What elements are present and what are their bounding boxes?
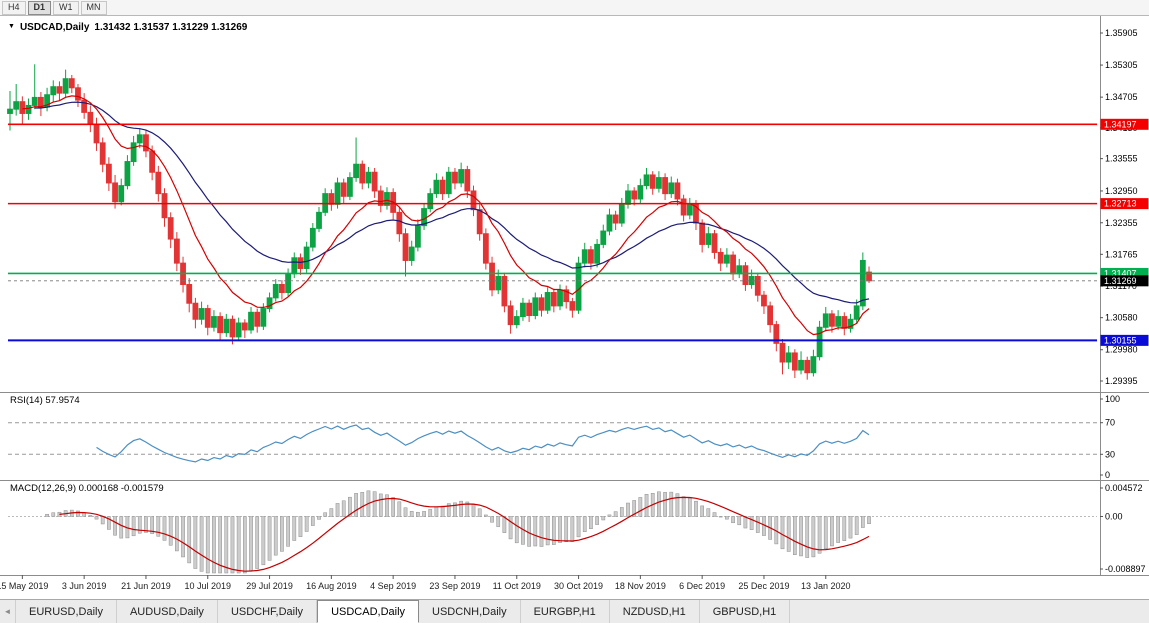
- macd-indicator-label: MACD(12,26,9) 0.000168 -0.001579: [10, 483, 164, 494]
- chart-symbol-label: USDCAD,Daily: [19, 22, 90, 33]
- macd-signal-line: [59, 496, 870, 572]
- price-axis-label: 1.35905: [1105, 28, 1138, 38]
- price-axis-label: 1.31765: [1105, 249, 1138, 259]
- time-axis-label: 4 Sep 2019: [370, 581, 416, 591]
- price-tag-1.34197: 1.34197: [1100, 118, 1149, 130]
- price-axis-label: 1.29980: [1105, 345, 1138, 355]
- time-axis-label: 30 Oct 2019: [554, 581, 603, 591]
- chart-title: ▼ USDCAD,Daily 1.31432 1.31537 1.31229 1…: [8, 22, 247, 33]
- price-axis-label: 1.32950: [1105, 186, 1138, 196]
- symbol-marker-icon: ▼: [8, 23, 15, 30]
- svg-text:1.34197: 1.34197: [1104, 119, 1137, 129]
- tab-gbpusd-h1[interactable]: GBPUSD,H1: [700, 600, 791, 623]
- time-axis-label: 10 Jul 2019: [184, 581, 231, 591]
- price-tag-1.32713: 1.32713: [1100, 198, 1149, 210]
- chart-ohlc-quotes: 1.31432 1.31537 1.31229 1.31269: [94, 22, 248, 33]
- time-axis-label: 15 May 2019: [0, 581, 48, 591]
- price-tag-1.30155: 1.30155: [1100, 334, 1149, 346]
- tab-usdchf-daily[interactable]: USDCHF,Daily: [218, 600, 318, 623]
- ma-slow-line: [34, 101, 870, 304]
- price-axis-label: 1.33555: [1105, 154, 1138, 164]
- time-axis-label: 13 Jan 2020: [801, 581, 851, 591]
- rsi-indicator-label: RSI(14) 57.9574: [10, 395, 80, 406]
- timeframe-button-d1[interactable]: D1: [27, 0, 52, 15]
- tab-usdcad-daily[interactable]: USDCAD,Daily: [317, 600, 420, 623]
- rsi-axis-label: 30: [1105, 449, 1115, 459]
- time-axis-label: 16 Aug 2019: [306, 581, 357, 591]
- timeframe-toolbar: H4 D1 W1 MN: [0, 0, 1149, 16]
- macd-histogram: [45, 490, 871, 574]
- price-axis-label: 1.32355: [1105, 218, 1138, 228]
- price-axis-label: 1.29395: [1105, 376, 1138, 386]
- price-axis-label: 1.30580: [1105, 313, 1138, 323]
- time-axis-label: 18 Nov 2019: [615, 581, 666, 591]
- time-axis-label: 29 Jul 2019: [246, 581, 293, 591]
- time-axis-label: 3 Jun 2019: [62, 581, 107, 591]
- time-axis-label: 6 Dec 2019: [679, 581, 725, 591]
- time-axis-label: 21 Jun 2019: [121, 581, 171, 591]
- time-axis-label: 25 Dec 2019: [738, 581, 789, 591]
- rsi-axis: 100 70 30 0: [1100, 394, 1120, 480]
- macd-axis-label: 0.00: [1105, 512, 1123, 522]
- tab-eurgbp-h1[interactable]: EURGBP,H1: [521, 600, 610, 623]
- time-axis-label: 11 Oct 2019: [493, 581, 541, 591]
- svg-text:1.30155: 1.30155: [1104, 335, 1137, 345]
- macd-axis: 0.004572 0.00 -0.008897: [1100, 483, 1146, 574]
- tab-usdcnh-daily[interactable]: USDCNH,Daily: [419, 600, 521, 623]
- rsi-line: [96, 424, 870, 463]
- macd-axis-label: -0.008897: [1105, 564, 1146, 574]
- current-price-tag: 1.31269: [1100, 275, 1149, 287]
- macd-axis-label: 0.004572: [1105, 483, 1143, 493]
- time-axis: 15 May 2019 3 Jun 2019 21 Jun 2019 10 Jul 2…: [0, 575, 851, 591]
- svg-text:1.31407: 1.31407: [1104, 268, 1137, 278]
- tab-audusd-daily[interactable]: AUDUSD,Daily: [117, 600, 218, 623]
- timeframe-button-mn[interactable]: MN: [80, 0, 107, 15]
- tab-nzdusd-h1[interactable]: NZDUSD,H1: [610, 600, 700, 623]
- rsi-axis-label: 100: [1105, 394, 1120, 404]
- time-axis-label: 23 Sep 2019: [429, 581, 480, 591]
- price-axis-label: 1.34705: [1105, 92, 1138, 102]
- price-axis-label: 1.35305: [1105, 60, 1138, 70]
- chart-canvas[interactable]: 1.359051.353051.347051.341301.335551.329…: [0, 0, 1149, 600]
- timeframe-button-w1[interactable]: W1: [53, 0, 79, 15]
- rsi-axis-label: 0: [1105, 470, 1110, 480]
- panel-borders: [0, 16, 1149, 576]
- price-tag-1.31407: 1.31407: [1100, 267, 1149, 279]
- svg-text:1.32713: 1.32713: [1104, 199, 1137, 209]
- tab-scroll-left-icon[interactable]: ◄: [0, 600, 16, 623]
- rsi-axis-label: 70: [1105, 418, 1115, 428]
- candlestick-series: [7, 64, 872, 380]
- tab-eurusd-daily[interactable]: EURUSD,Daily: [16, 600, 117, 623]
- ma-fast-line: [22, 95, 870, 336]
- timeframe-button-h4[interactable]: H4: [2, 0, 26, 15]
- chart-tab-bar: ◄ EURUSD,Daily AUDUSD,Daily USDCHF,Daily US…: [0, 599, 1149, 623]
- svg-text:1.31269: 1.31269: [1104, 276, 1137, 286]
